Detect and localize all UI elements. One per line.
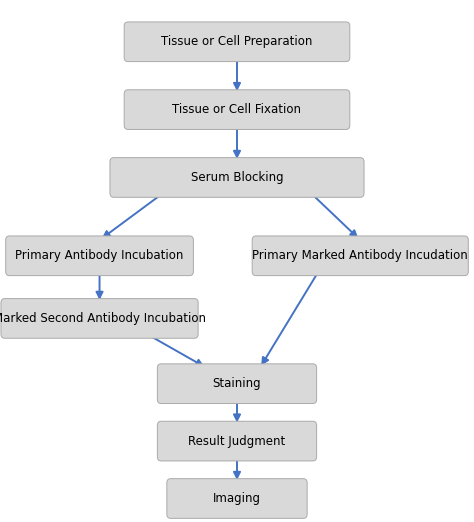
Text: Primary Marked Antibody Incudation: Primary Marked Antibody Incudation — [252, 250, 468, 262]
FancyBboxPatch shape — [1, 299, 198, 338]
FancyBboxPatch shape — [157, 421, 317, 461]
FancyBboxPatch shape — [124, 22, 350, 62]
Text: Primary Antibody Incubation: Primary Antibody Incubation — [15, 250, 184, 262]
Text: Serum Blocking: Serum Blocking — [191, 171, 283, 184]
Text: Result Judgment: Result Judgment — [188, 435, 286, 447]
FancyBboxPatch shape — [157, 364, 317, 404]
Text: Marked Second Antibody Incubation: Marked Second Antibody Incubation — [0, 312, 206, 325]
Text: Tissue or Cell Fixation: Tissue or Cell Fixation — [173, 103, 301, 116]
FancyBboxPatch shape — [124, 90, 350, 129]
FancyBboxPatch shape — [110, 158, 364, 197]
FancyBboxPatch shape — [167, 479, 307, 518]
FancyBboxPatch shape — [252, 236, 468, 276]
Text: Staining: Staining — [213, 377, 261, 390]
Text: Imaging: Imaging — [213, 492, 261, 505]
Text: Tissue or Cell Preparation: Tissue or Cell Preparation — [161, 35, 313, 48]
FancyBboxPatch shape — [6, 236, 193, 276]
